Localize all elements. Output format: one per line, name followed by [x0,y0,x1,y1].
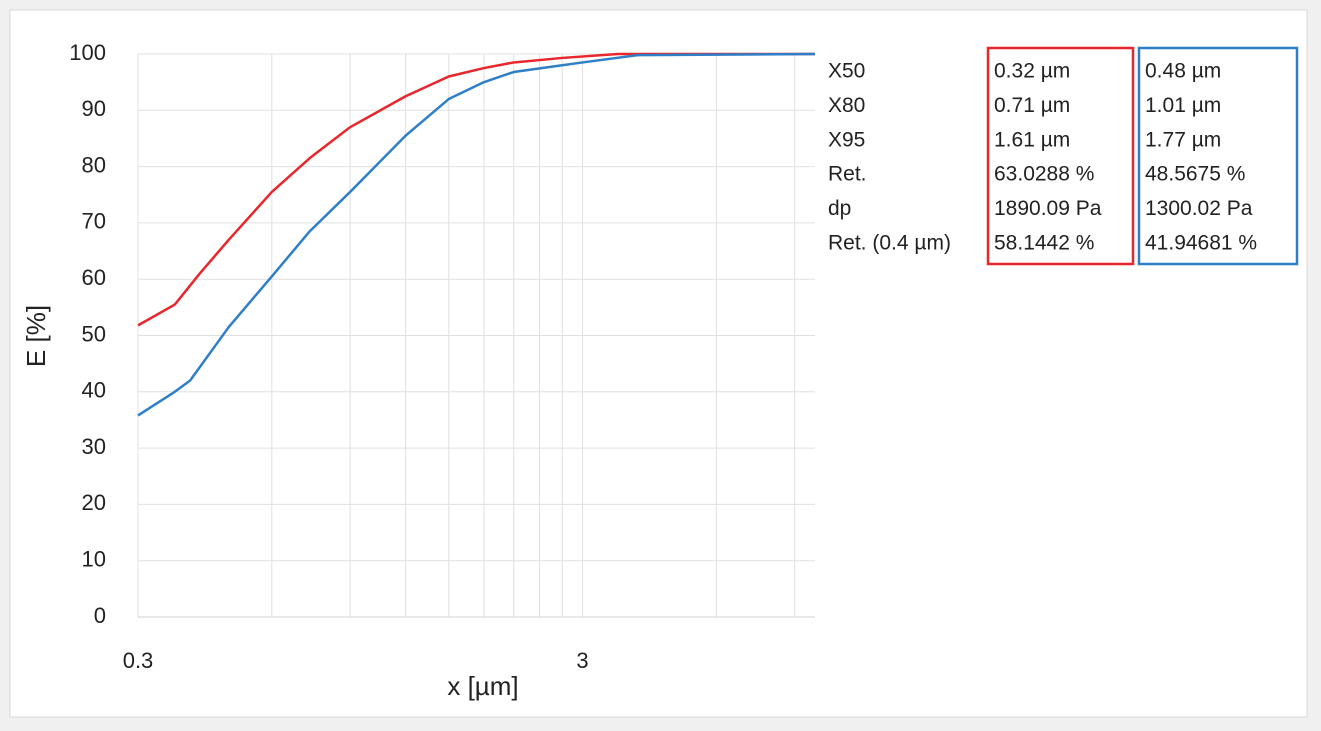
table-cell: 1.77 µm [1145,128,1221,151]
y-axis-label: E [%] [21,305,51,367]
y-tick-label: 40 [82,378,106,403]
y-tick-label: 30 [82,434,106,459]
y-tick-label: 0 [94,603,106,628]
table-cell: 0.48 µm [1145,60,1221,83]
table-column-box [986,46,1135,266]
y-tick-label: 60 [82,265,106,290]
y-tick-label: 20 [82,490,106,515]
table-cell: 1.61 µm [994,128,1070,151]
x-tick-label: 3 [576,648,588,673]
table-cell: 41.94681 % [1145,232,1257,255]
table-row-label: X80 [828,94,865,117]
chart-frame [9,9,1308,718]
table-cell: 1.01 µm [1145,94,1221,117]
y-tick-label: 100 [69,40,106,65]
table-row-label: dp [828,197,851,220]
x-tick-label: 0.3 [123,648,154,673]
table-row-label: X50 [828,60,865,83]
x-axis-label: x [µm] [447,671,518,701]
series-line [137,52,816,417]
table-cell: 58.1442 % [994,232,1094,255]
y-tick-label: 50 [82,321,106,346]
y-tick-label: 70 [82,209,106,234]
series-line [137,52,815,327]
y-tick-label: 10 [82,547,106,572]
table-cell: 48.5675 % [1145,163,1245,186]
y-tick-label: 80 [82,152,106,177]
table-cell: 1300.02 Pa [1145,197,1253,220]
y-tick-label: 90 [82,96,106,121]
table-cell: 1890.09 Pa [994,197,1102,220]
table-cell: 0.71 µm [994,94,1070,117]
table-row-label: Ret. (0.4 µm) [828,232,951,255]
table-row-label: X95 [828,128,865,151]
table-cell: 0.32 µm [994,60,1070,83]
table-row-label: Ret. [828,163,867,186]
table-cell: 63.0288 % [994,163,1094,186]
table-column-box [1137,46,1299,266]
